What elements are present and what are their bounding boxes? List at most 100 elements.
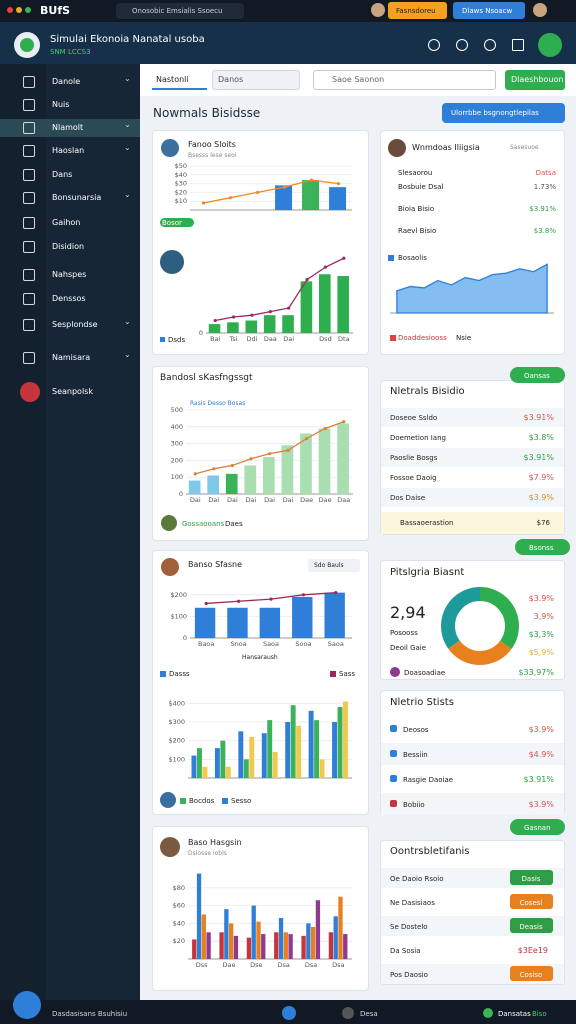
sidebar-item[interactable]: Namisara	[52, 353, 91, 362]
header-icon[interactable]	[512, 39, 524, 51]
button[interactable]	[510, 367, 565, 383]
line	[215, 257, 345, 322]
status-pill[interactable]	[510, 918, 553, 933]
status-pill[interactable]	[510, 870, 553, 885]
bar	[311, 926, 316, 959]
button-label[interactable]: Dlaws Nsoacw	[462, 7, 513, 15]
card-title: Nletrals Bisidio	[390, 386, 465, 397]
row-label: Slesaorou	[398, 169, 433, 177]
toggle[interactable]	[160, 218, 194, 227]
y-tick-label: 500	[171, 406, 183, 414]
chevron: ⌄	[124, 74, 131, 83]
status-pill[interactable]	[510, 966, 553, 981]
row-label: Pos Daosio	[390, 971, 428, 979]
point	[342, 420, 346, 424]
button[interactable]	[515, 539, 570, 555]
sidebar-item[interactable]: Disidion	[52, 242, 85, 251]
sidebar-item[interactable]: Dans	[52, 170, 73, 179]
bar	[227, 607, 248, 638]
pill[interactable]	[308, 559, 360, 572]
sidebar-icon	[23, 319, 35, 331]
sidebar-item[interactable]: Denssos	[52, 294, 86, 303]
sidebar-item[interactable]: Gaihon	[52, 218, 81, 227]
donut-segment	[441, 587, 519, 665]
sidebar-item[interactable]: Seanpolsk	[52, 387, 93, 396]
x-tick-label: Dai	[283, 335, 294, 343]
button-label[interactable]: Ulorrbbe bsgnongtlepilas	[451, 109, 539, 117]
avatar	[388, 139, 406, 157]
tab-label[interactable]: Nastonli	[156, 75, 189, 84]
row-icon	[390, 775, 397, 782]
pill-label[interactable]: Sdo Bauls	[314, 562, 344, 569]
search-box[interactable]	[116, 3, 244, 19]
point	[201, 201, 206, 205]
bar	[343, 934, 348, 959]
status-label[interactable]: Cosesl	[519, 899, 543, 907]
point	[286, 448, 290, 452]
bar	[274, 932, 279, 959]
sidebar-item[interactable]: Nuis	[52, 100, 70, 109]
row-value: $3.8%	[533, 227, 556, 235]
card	[152, 366, 369, 541]
bar	[281, 445, 294, 494]
chevron: ⌄	[124, 317, 131, 326]
bar	[282, 315, 294, 333]
button[interactable]	[510, 819, 565, 835]
bar	[306, 923, 311, 959]
button-label[interactable]: Oansas	[524, 372, 550, 380]
row-value: $7.9%	[528, 473, 554, 482]
button-label[interactable]: Gasnan	[524, 824, 551, 832]
chevron: ⌄	[124, 120, 131, 129]
avatar	[161, 139, 179, 157]
sidebar-item[interactable]: Nlamolt	[52, 123, 84, 132]
button[interactable]	[442, 103, 565, 123]
bar	[324, 592, 345, 638]
header-icon[interactable]	[456, 39, 468, 51]
value: $3.9%	[528, 594, 554, 603]
button[interactable]	[388, 2, 447, 19]
avatar	[160, 250, 184, 274]
sidebar-item[interactable]: Sesplondse	[52, 320, 98, 329]
y-tick-label: $200	[168, 737, 185, 745]
bar	[245, 320, 258, 333]
bar	[196, 748, 202, 778]
toggle-label[interactable]: Bosor	[162, 219, 182, 227]
button-label[interactable]: Bsonss	[529, 544, 554, 552]
search-box[interactable]	[313, 70, 496, 90]
tab[interactable]	[212, 70, 300, 90]
status-label[interactable]: Dasis	[521, 875, 541, 883]
status-label[interactable]: Cosiso	[519, 971, 543, 979]
row-label: Deosos	[403, 726, 429, 734]
x-tick-label: Dai	[190, 496, 201, 504]
row-label: Bioia Bisio	[398, 205, 435, 213]
button[interactable]	[453, 2, 525, 19]
bar	[224, 909, 229, 959]
sidebar-item[interactable]: Haoslan	[52, 146, 85, 155]
sidebar-item[interactable]: Nahspes	[52, 270, 87, 279]
x-tick-label: Dsa	[277, 961, 289, 969]
bar	[296, 725, 302, 778]
header-icon[interactable]	[428, 39, 440, 51]
bar	[302, 180, 320, 210]
x-tick-label: Dsd	[319, 335, 332, 343]
card-title: Banso Sfasne	[188, 560, 243, 569]
row-bg	[381, 512, 564, 534]
button-label[interactable]: Fasnsdoreu	[396, 7, 436, 15]
button[interactable]	[505, 70, 565, 90]
sidebar-item[interactable]: Danole	[52, 77, 81, 86]
x-tick-label: Dai	[246, 496, 257, 504]
tab-label[interactable]: Danos	[218, 75, 244, 84]
label: Deoil Gaie	[390, 644, 427, 652]
header-icon[interactable]	[484, 39, 496, 51]
bar	[246, 937, 252, 959]
sidebar-item[interactable]: Bonsunarsia	[52, 193, 102, 202]
status-label[interactable]: Deasis	[519, 923, 543, 931]
tab[interactable]	[152, 70, 207, 90]
row-value: $3.9%	[528, 493, 554, 502]
legend-swatch	[330, 671, 336, 677]
point	[305, 436, 309, 441]
status-pill[interactable]	[510, 894, 553, 909]
button-label[interactable]: Dlaeshbouon	[511, 75, 564, 84]
legend-swatch	[390, 335, 396, 341]
legend-swatch	[388, 255, 394, 261]
